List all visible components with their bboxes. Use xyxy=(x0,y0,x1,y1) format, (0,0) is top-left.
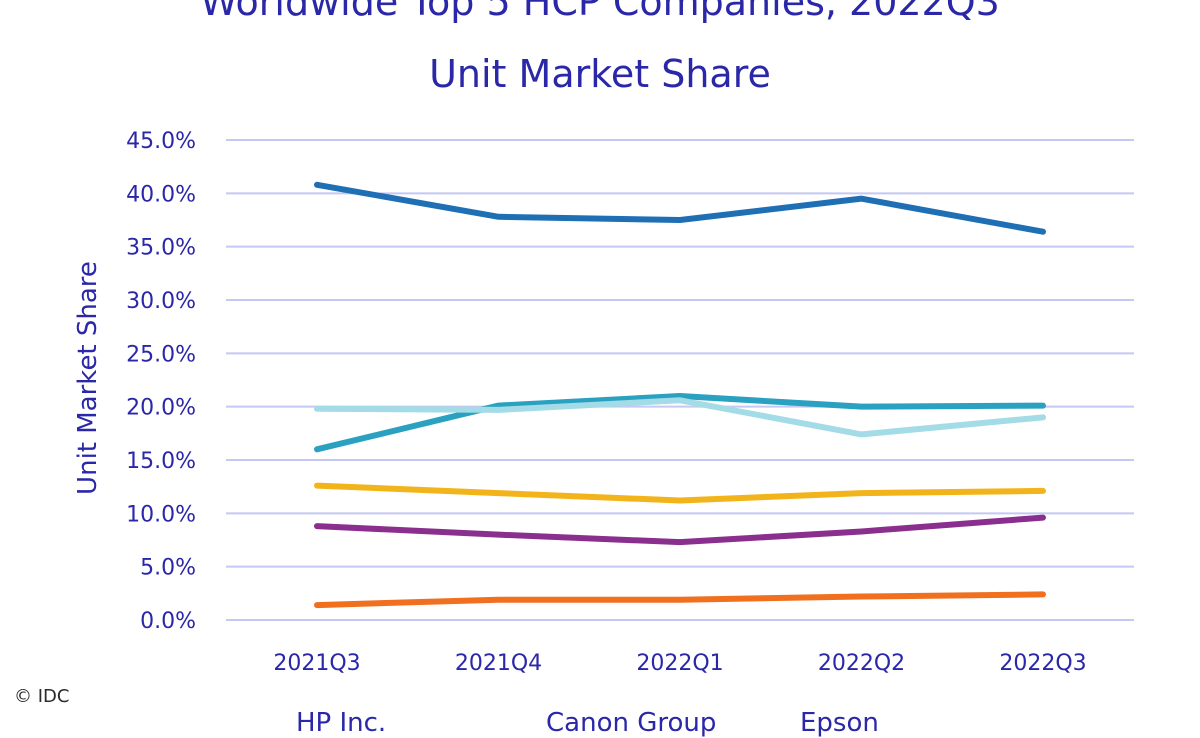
x-tick-label: 2022Q1 xyxy=(636,651,723,676)
y-tick-label: 15.0% xyxy=(126,449,196,474)
y-tick-label: 25.0% xyxy=(126,342,196,367)
legend-entry-hp: HP Inc. xyxy=(296,708,387,738)
series-lines xyxy=(314,181,1046,609)
series-line-3 xyxy=(314,397,1046,438)
series-line-6 xyxy=(314,591,1046,609)
series-line-2 xyxy=(314,393,1046,453)
y-tick-label: 30.0% xyxy=(126,289,196,314)
y-tick-label: 40.0% xyxy=(126,182,196,207)
y-tick-label: 35.0% xyxy=(126,236,196,261)
chart-subtitle: Unit Market Share xyxy=(429,52,771,96)
series-line-1 xyxy=(314,181,1046,235)
y-tick-label: 45.0% xyxy=(126,129,196,154)
series-line-5 xyxy=(314,514,1046,546)
y-tick-labels: 0.0% 5.0% 10.0% 15.0% 20.0% 25.0% 30.0% 35.0% 40… xyxy=(126,129,196,634)
x-tick-label: 2022Q3 xyxy=(999,651,1086,676)
gridlines xyxy=(226,139,1134,621)
x-tick-label: 2021Q3 xyxy=(273,651,360,676)
series-line-4 xyxy=(314,482,1046,504)
y-tick-label: 0.0% xyxy=(140,609,196,634)
x-tick-labels: 2021Q3 2021Q4 2022Q1 2022Q2 2022Q3 xyxy=(273,651,1086,676)
chart-title: Worldwide Top 5 HCP Companies, 2022Q3 xyxy=(200,0,1000,24)
y-tick-label: 20.0% xyxy=(126,396,196,421)
y-tick-label: 5.0% xyxy=(140,556,196,581)
x-tick-label: 2022Q2 xyxy=(818,651,905,676)
line-chart: 0.0% 5.0% 10.0% 15.0% 20.0% 25.0% 30.0% 35.0% 40… xyxy=(126,129,1134,676)
legend-entry-epson: Epson xyxy=(800,708,879,738)
copyright-text: © IDC xyxy=(14,686,70,707)
x-tick-label: 2021Q4 xyxy=(455,651,542,676)
legend-entry-canon: Canon Group xyxy=(546,708,717,738)
y-tick-label: 10.0% xyxy=(126,502,196,527)
